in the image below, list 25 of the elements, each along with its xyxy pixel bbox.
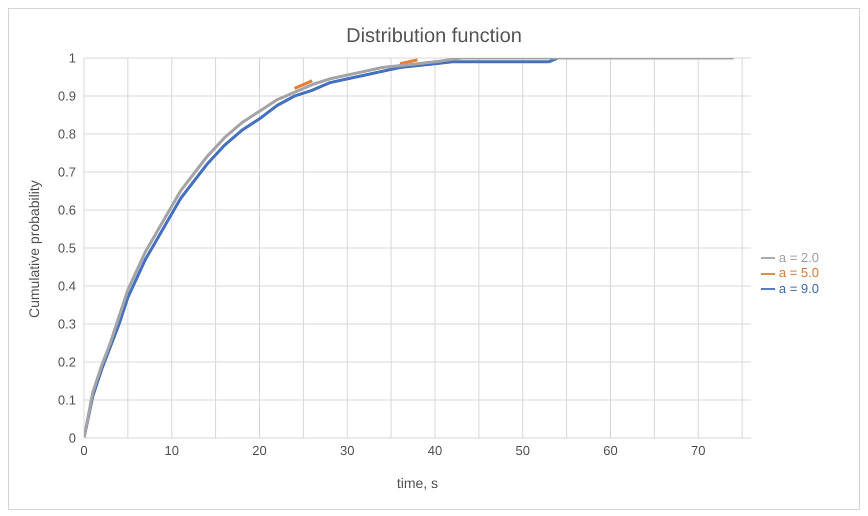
legend-label: a = 2.0 [778, 250, 819, 265]
chart-title: Distribution function [345, 25, 523, 48]
y-tick-label: 0.9 [58, 88, 76, 104]
y-tick-label: 0.8 [58, 126, 76, 142]
y-tick-label: 0.6 [58, 202, 76, 218]
x-tick-label: 60 [603, 443, 618, 458]
x-tick-label: 40 [428, 443, 442, 458]
x-tick-label: 30 [340, 443, 354, 458]
y-tick-label: 0.1 [58, 392, 76, 408]
legend-label: a = 9.0 [778, 280, 819, 296]
y-axis-title: Cumulative probability [26, 180, 42, 318]
x-tick-label: 70 [690, 443, 706, 458]
y-tick-label: 0.4 [58, 278, 76, 294]
x-tick-label: 20 [252, 443, 267, 458]
y-tick-label: 0.5 [58, 240, 76, 256]
y-tick-label: 0.7 [58, 164, 76, 180]
y-tick-label: 0.3 [58, 316, 76, 332]
y-tick-label: 0.2 [58, 354, 76, 370]
x-axis-title: time, s [396, 475, 438, 491]
x-tick-label: 0 [80, 443, 88, 458]
x-tick-label: 10 [164, 443, 179, 458]
legend-label: a = 5.0 [778, 265, 819, 280]
y-tick-label: 1 [68, 50, 76, 66]
x-tick-label: 50 [516, 443, 530, 458]
y-tick-label: 0 [68, 430, 76, 446]
